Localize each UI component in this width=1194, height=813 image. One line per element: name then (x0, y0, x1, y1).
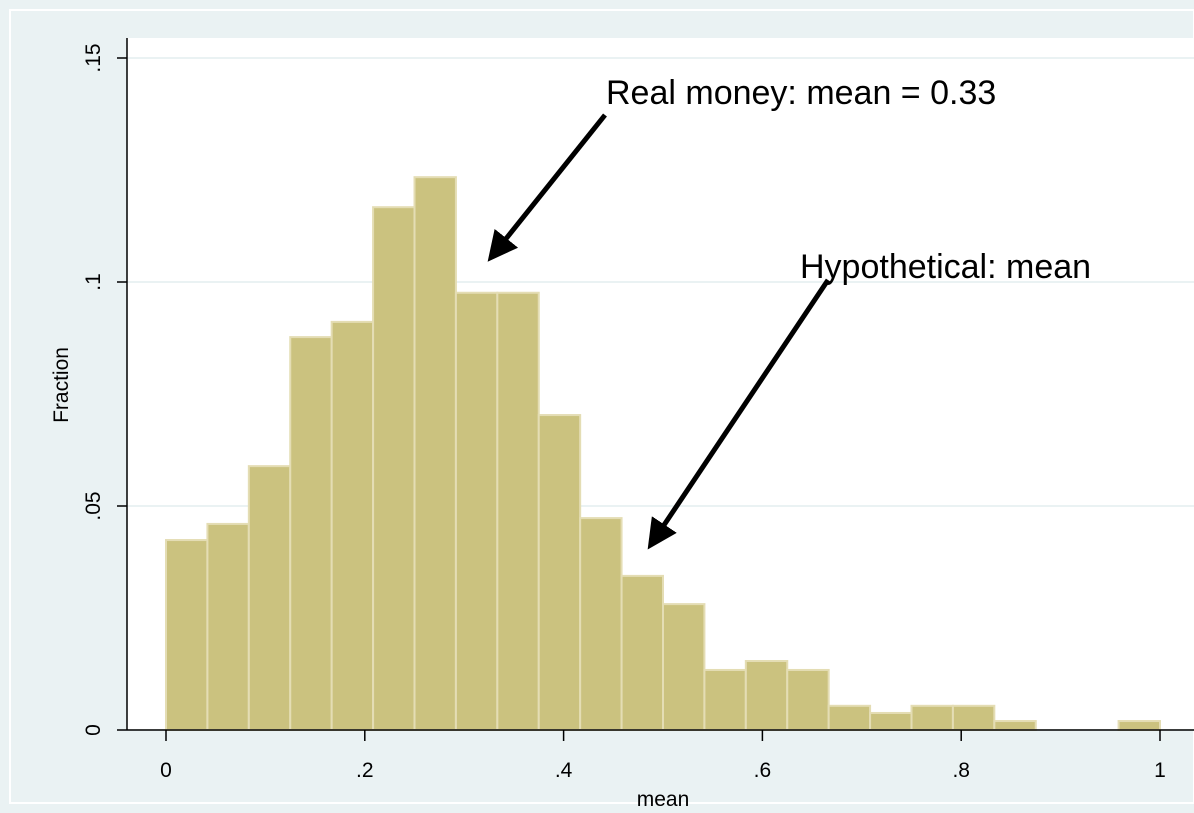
bar (454, 291, 499, 731)
bar (372, 206, 416, 731)
x-tick-label: .6 (754, 759, 772, 782)
x-tick-label: .4 (555, 759, 573, 782)
bar (703, 668, 747, 732)
bar (869, 711, 913, 732)
bar (579, 517, 623, 732)
bar (413, 176, 457, 731)
bar (330, 320, 375, 731)
x-tick-label: .8 (952, 759, 970, 782)
y-tick-label: .1 (82, 273, 105, 291)
bar (496, 291, 540, 731)
bar (165, 539, 209, 731)
bar (620, 574, 665, 731)
y-tick-label: .05 (82, 491, 105, 520)
bar (993, 720, 1037, 731)
x-tick-label: 0 (160, 759, 172, 782)
y-tick-label: 0 (82, 724, 105, 736)
x-tick-label: .2 (356, 759, 374, 782)
frame (9, 9, 1194, 804)
arrow (487, 113, 607, 262)
annotation: Hypothetical: mean (800, 248, 1091, 286)
bar (910, 704, 954, 731)
bar (744, 660, 789, 731)
bar (247, 465, 292, 731)
bar (827, 704, 872, 731)
bar (1117, 720, 1162, 731)
annotation: Real money: mean = 0.33 (606, 74, 996, 112)
bar (206, 522, 250, 731)
bar (537, 414, 582, 731)
x-axis-label: mean (637, 788, 690, 811)
x-tick-label: 1 (1154, 759, 1166, 782)
arrow (647, 278, 831, 550)
bar (786, 668, 830, 732)
bar (951, 704, 996, 731)
y-tick-label: .15 (82, 43, 105, 72)
y-axis-label: Fraction (50, 347, 73, 423)
bar (662, 603, 706, 731)
bar (289, 336, 333, 731)
